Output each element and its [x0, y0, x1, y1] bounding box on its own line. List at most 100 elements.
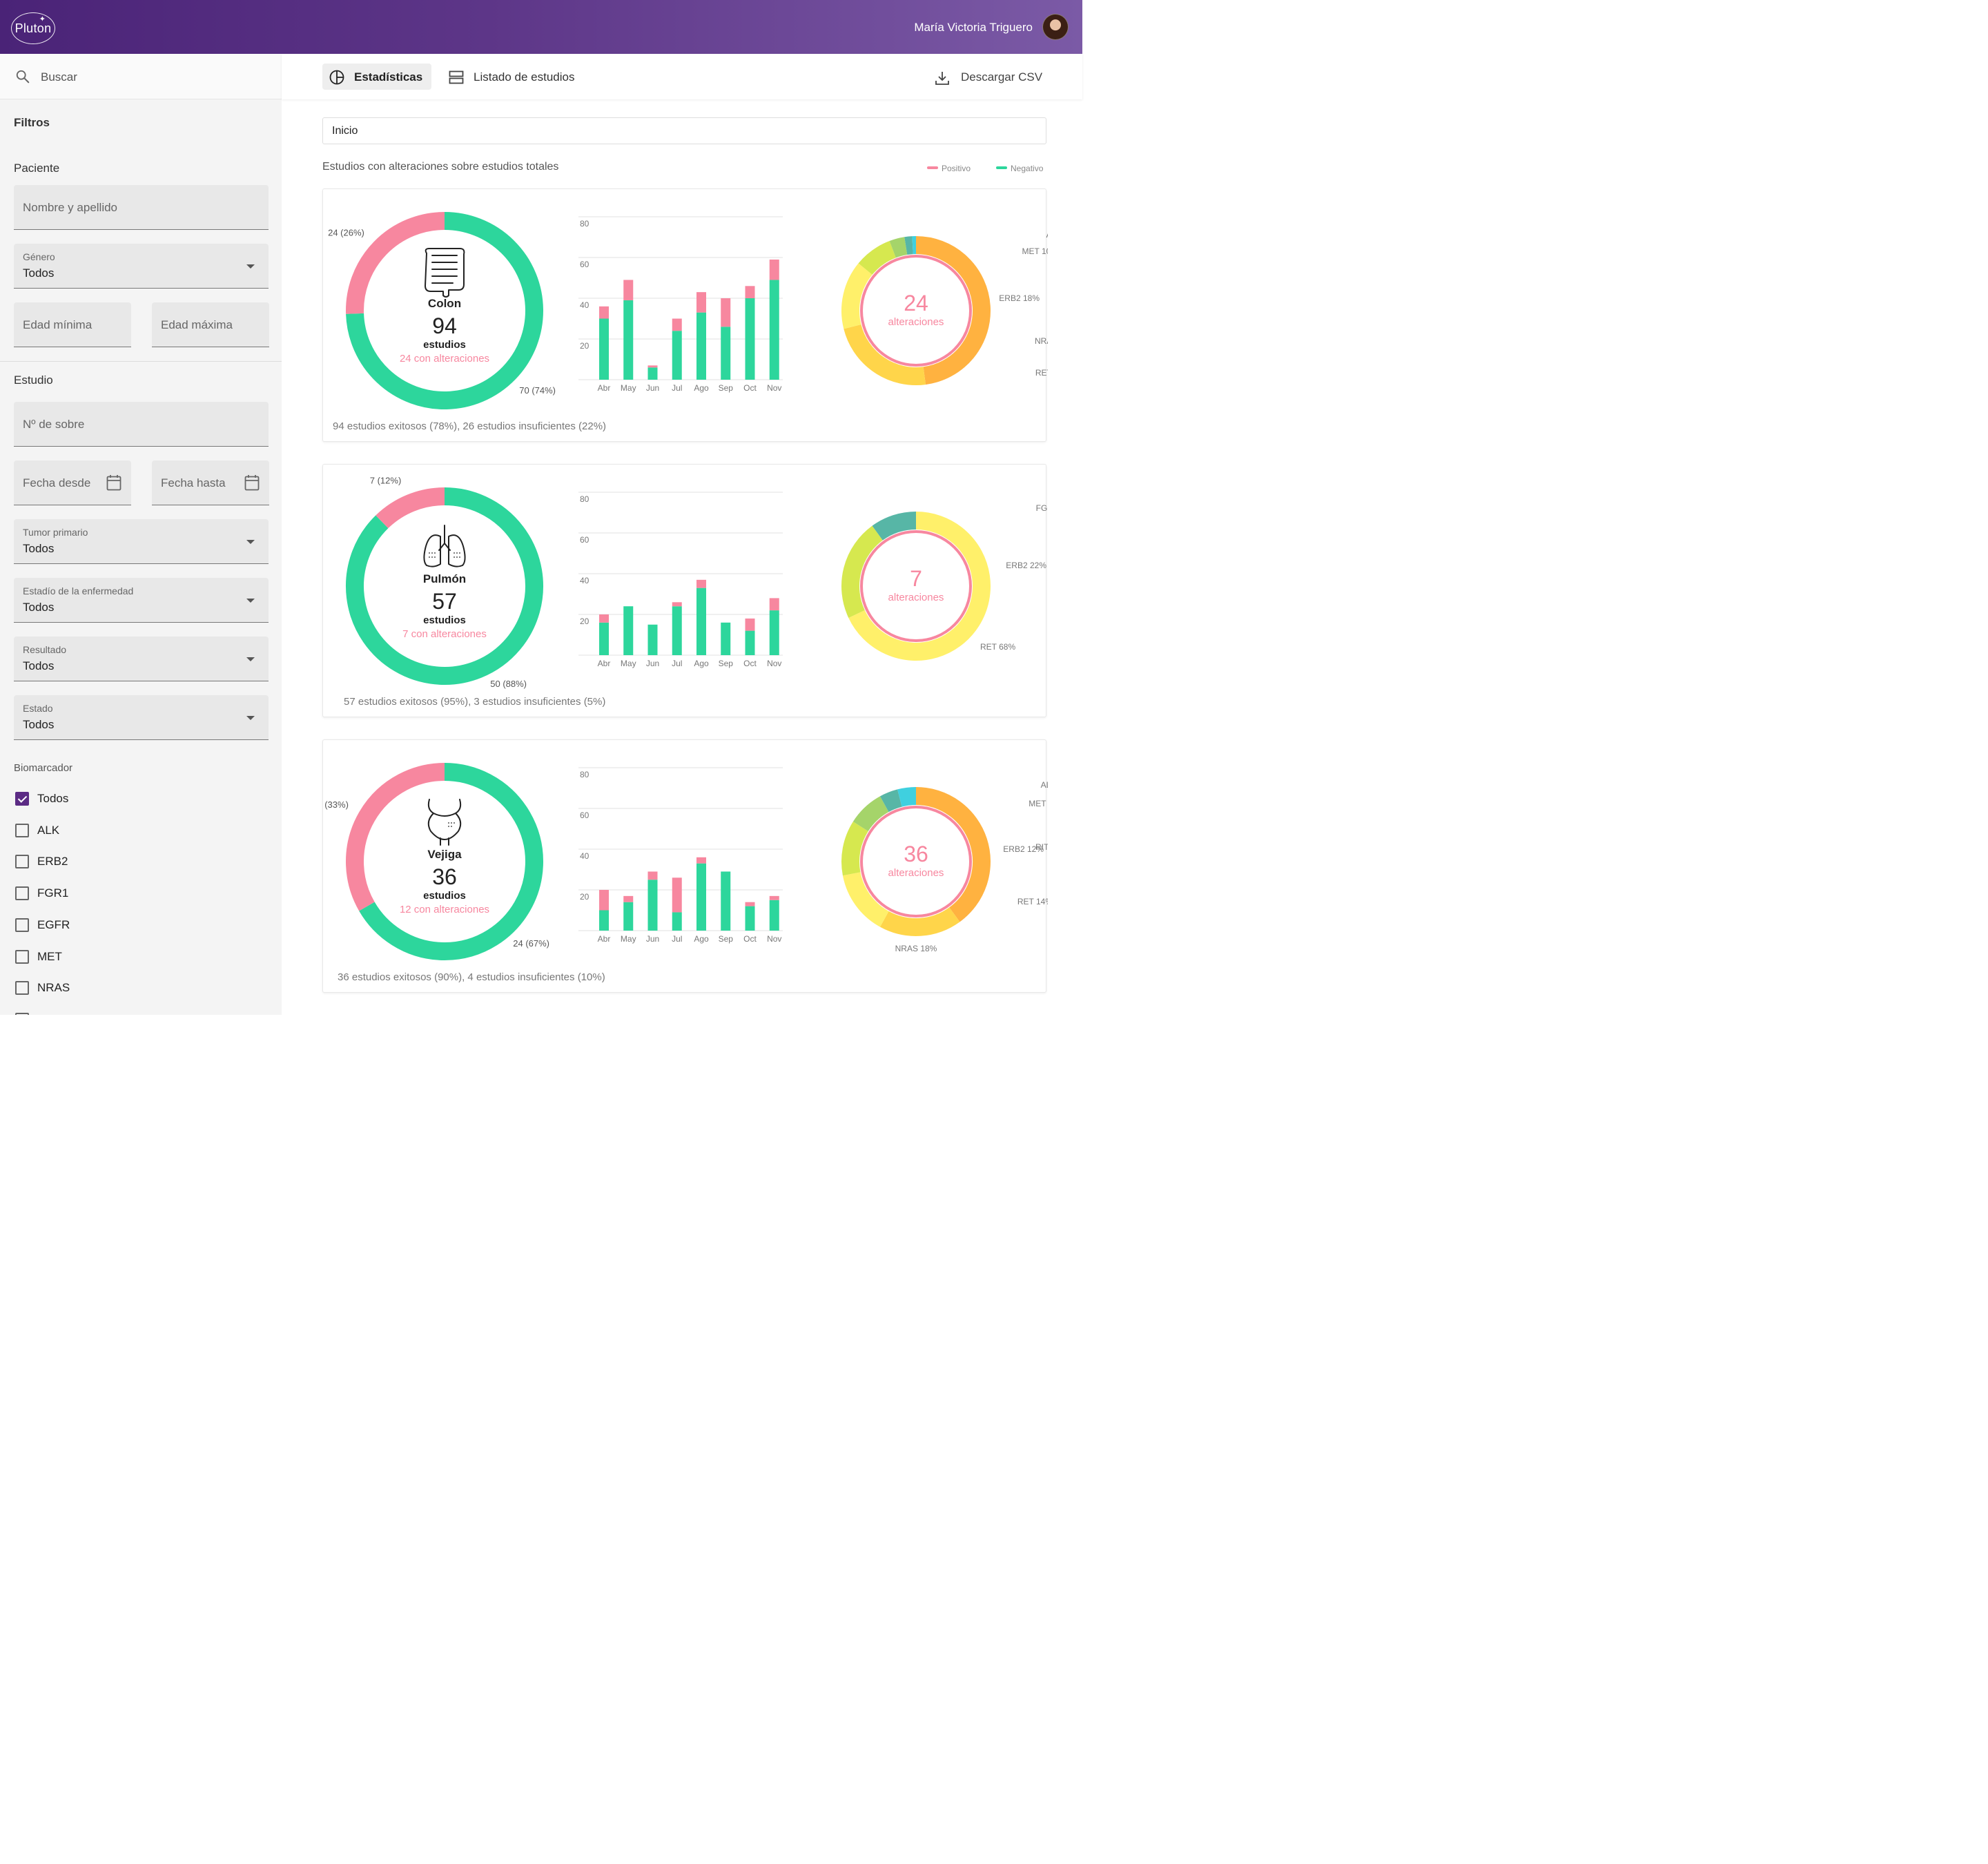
checkbox-box[interactable] — [15, 886, 29, 901]
gene-slice-ret[interactable] — [844, 324, 926, 385]
avatar[interactable] — [1042, 14, 1069, 40]
gene-slice-erb2[interactable] — [841, 263, 873, 329]
bar-positive[interactable] — [599, 614, 609, 623]
tab-study-list[interactable]: Listado de estudios — [442, 64, 587, 90]
bar-negative[interactable] — [672, 912, 682, 931]
bar-negative[interactable] — [623, 606, 634, 655]
donut-slice-positive[interactable] — [346, 212, 445, 314]
age-max-field[interactable]: Edad máxima — [152, 302, 269, 347]
bar-negative[interactable] — [745, 630, 755, 655]
donut-slice-negative[interactable] — [346, 487, 543, 685]
tumor-select[interactable]: Tumor primario Todos — [14, 519, 269, 564]
bar-positive[interactable] — [745, 286, 755, 298]
status-select[interactable]: Estado Todos — [14, 695, 269, 740]
bar-positive[interactable] — [769, 259, 779, 280]
bar-positive[interactable] — [623, 895, 634, 902]
bar-negative[interactable] — [672, 606, 682, 655]
gene-slice-alk[interactable] — [879, 789, 902, 813]
bar-negative[interactable] — [769, 610, 779, 655]
bar-negative[interactable] — [672, 331, 682, 380]
gene-slice-fgr1[interactable] — [897, 787, 917, 807]
breadcrumb[interactable]: Inicio — [322, 117, 1046, 144]
tab-statistics[interactable]: Estadísticas — [322, 64, 431, 90]
checkbox-box[interactable] — [15, 949, 29, 964]
bar-negative[interactable] — [647, 367, 658, 380]
bar-positive[interactable] — [745, 902, 755, 906]
breadcrumb-home[interactable]: Inicio — [332, 125, 358, 137]
bar-positive[interactable] — [623, 280, 634, 300]
bar-positive[interactable] — [696, 292, 706, 313]
bar-positive[interactable] — [647, 871, 658, 880]
checkbox-box[interactable] — [15, 1012, 29, 1015]
bar-negative[interactable] — [745, 298, 755, 380]
biomarker-checkbox-alk[interactable]: ALK — [15, 823, 153, 840]
bar-positive[interactable] — [696, 579, 706, 588]
bar-positive[interactable] — [672, 318, 682, 331]
search-bar[interactable]: Buscar — [0, 54, 282, 99]
bar-negative[interactable] — [599, 622, 609, 655]
gene-slice-ret[interactable] — [842, 871, 889, 927]
envelope-field[interactable]: Nº de sobre — [14, 402, 269, 447]
gene-slice-fgr1[interactable] — [872, 512, 917, 541]
bar-positive[interactable] — [647, 365, 658, 368]
date-to-field[interactable]: Fecha hasta — [152, 460, 269, 505]
bar-negative[interactable] — [745, 906, 755, 931]
bar-negative[interactable] — [599, 910, 609, 931]
checkbox-box[interactable] — [15, 855, 29, 869]
name-field[interactable]: Nombre y apellido — [14, 185, 269, 230]
bar-positive[interactable] — [745, 618, 755, 631]
stage-select[interactable]: Estadío de la enfermedad Todos — [14, 578, 269, 623]
gene-slice-erb2[interactable] — [841, 525, 884, 618]
gene-slice-nras[interactable] — [879, 907, 960, 936]
gene-slice-ret[interactable] — [848, 512, 991, 661]
gene-slice-erb2[interactable] — [841, 822, 869, 876]
bar-negative[interactable] — [623, 902, 634, 931]
checkbox-box[interactable] — [15, 918, 29, 932]
checkbox-box[interactable] — [15, 981, 29, 996]
pluton-logo[interactable]: Pluton ✦ — [11, 12, 55, 44]
bar-negative[interactable] — [696, 312, 706, 380]
bar-negative[interactable] — [696, 588, 706, 655]
bar-negative[interactable] — [696, 863, 706, 931]
gender-select[interactable]: Género Todos — [14, 244, 269, 289]
gene-slice-nras[interactable] — [915, 236, 991, 385]
checkbox-box[interactable] — [15, 823, 29, 837]
biomarker-checkbox-erb2[interactable]: ERB2 — [15, 855, 153, 871]
gene-slice-fgr1[interactable] — [904, 236, 913, 255]
gene-slice-met[interactable] — [858, 241, 897, 275]
bar-negative[interactable] — [647, 624, 658, 655]
donut-slice-negative[interactable] — [346, 212, 543, 409]
gene-slice-met[interactable] — [852, 796, 889, 832]
date-from-field[interactable]: Fecha desde — [14, 460, 131, 505]
bar-positive[interactable] — [769, 598, 779, 611]
biomarker-checkbox-ret[interactable]: RET — [15, 1012, 153, 1015]
biomarker-checkbox-egfr[interactable]: EGFR — [15, 918, 153, 935]
biomarker-checkbox-nras[interactable]: NRAS — [15, 981, 153, 998]
bar-positive[interactable] — [769, 895, 779, 900]
bar-negative[interactable] — [769, 280, 779, 380]
bar-positive[interactable] — [599, 306, 609, 319]
result-select[interactable]: Resultado Todos — [14, 637, 269, 681]
search-input[interactable]: Buscar — [41, 70, 77, 84]
calendar-icon[interactable] — [244, 474, 260, 491]
bar-positive[interactable] — [672, 877, 682, 913]
bar-positive[interactable] — [599, 890, 609, 911]
bar-negative[interactable] — [647, 880, 658, 931]
donut-slice-negative[interactable] — [359, 763, 543, 960]
donut-slice-positive[interactable] — [376, 487, 445, 529]
user-name[interactable]: María Victoria Triguero — [914, 21, 1033, 34]
bar-negative[interactable] — [769, 900, 779, 931]
calendar-icon[interactable] — [106, 474, 121, 491]
bar-positive[interactable] — [696, 857, 706, 864]
checkbox-box[interactable] — [15, 792, 29, 806]
bar-negative[interactable] — [721, 871, 731, 931]
biomarker-checkbox-fgr1[interactable]: FGR1 — [15, 886, 153, 903]
download-csv-button[interactable]: Descargar CSV — [935, 70, 1042, 86]
bar-negative[interactable] — [721, 622, 731, 655]
bar-negative[interactable] — [721, 327, 731, 380]
biomarker-checkbox-met[interactable]: MET — [15, 949, 153, 967]
bar-negative[interactable] — [623, 300, 634, 380]
gene-slice-alk[interactable] — [889, 237, 908, 258]
bar-positive[interactable] — [721, 298, 731, 327]
bar-positive[interactable] — [672, 602, 682, 607]
